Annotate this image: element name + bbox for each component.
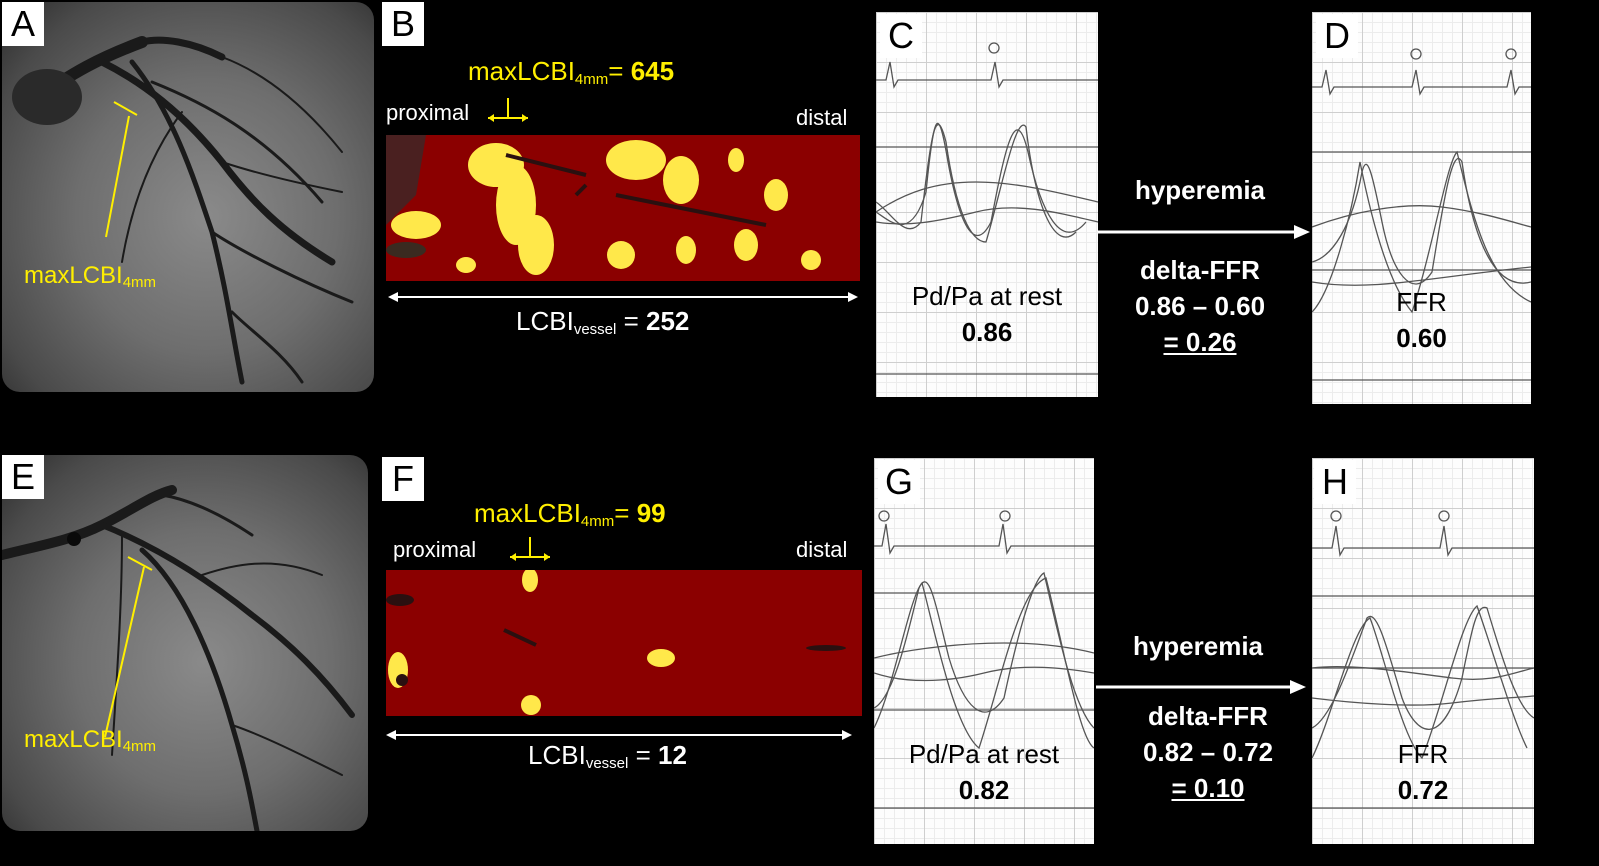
lcbi-vessel-f: LCBIvessel = 12 bbox=[528, 740, 687, 772]
delta-ffr-result: = 0.26 bbox=[1163, 327, 1237, 357]
hyperemia-label-bottom: hyperemia bbox=[1132, 631, 1264, 661]
max-marker-f bbox=[510, 537, 550, 561]
vessel-length-arrow-f bbox=[386, 730, 852, 740]
heatmap-title-main: maxLCBI bbox=[468, 56, 575, 86]
delta-ffr-bottom: delta-FFR 0.82 – 0.72 = 0.10 bbox=[1108, 698, 1308, 806]
pressure-trace-h: FFR 0.72 bbox=[1312, 458, 1534, 844]
angio-label-e: maxLCBI4mm bbox=[24, 726, 156, 755]
hyperemia-label-top: hyperemia bbox=[1134, 175, 1266, 205]
ffr-label-h: FFR bbox=[1397, 739, 1449, 769]
proximal-label-f: proximal bbox=[393, 537, 477, 562]
panel-letter-a: A bbox=[2, 2, 44, 46]
coronary-vessels-a bbox=[12, 36, 354, 385]
heatmap-title-f: maxLCBI4mm= 99 bbox=[474, 498, 666, 530]
heatmap-title-value: 645 bbox=[630, 56, 675, 86]
heatmap-title-main: maxLCBI bbox=[474, 498, 581, 528]
ffr-value-h: 0.72 bbox=[1397, 775, 1449, 805]
pressure-waves-c bbox=[876, 42, 1098, 375]
panel-letter-f: F bbox=[382, 457, 424, 501]
delta-ffr-result: = 0.10 bbox=[1171, 773, 1245, 803]
angio-label-sub: 4mm bbox=[122, 274, 157, 291]
panel-letter-c: C bbox=[880, 14, 922, 58]
rest-label-c: Pd/Pa at rest bbox=[911, 281, 1063, 311]
distal-label-f: distal bbox=[796, 537, 848, 562]
angiogram-panel-a bbox=[2, 2, 374, 392]
pressure-waves-g bbox=[874, 510, 1094, 809]
lcbi-eq: = bbox=[628, 740, 658, 770]
lcbi-main: LCBI bbox=[528, 740, 586, 770]
angio-label-sub: 4mm bbox=[122, 738, 157, 755]
distal-label-b: distal bbox=[796, 105, 848, 130]
heatmap-title-sub: 4mm bbox=[580, 513, 615, 530]
panel-letter-d: D bbox=[1316, 14, 1358, 58]
delta-ffr-title: delta-FFR bbox=[1148, 701, 1268, 731]
panel-letter-e: E bbox=[2, 455, 44, 499]
pressure-trace-d: FFR 0.60 bbox=[1312, 12, 1531, 404]
panel-letter-b: B bbox=[382, 2, 424, 46]
hyperemia-arrow-bottom bbox=[1096, 680, 1306, 694]
max-marker-b bbox=[488, 98, 528, 122]
delta-ffr-title: delta-FFR bbox=[1140, 255, 1260, 285]
delta-ffr-expr: 0.86 – 0.60 bbox=[1134, 291, 1266, 321]
vessel-length-arrow-b bbox=[388, 292, 858, 302]
rest-value-c: 0.86 bbox=[961, 317, 1013, 347]
heatmap-title-value: 99 bbox=[636, 498, 666, 528]
delta-ffr-expr: 0.82 – 0.72 bbox=[1142, 737, 1274, 767]
ffr-label-d: FFR bbox=[1396, 287, 1447, 317]
angiogram-panel-e bbox=[2, 455, 368, 831]
proximal-label-b: proximal bbox=[386, 100, 470, 125]
angio-label-main: maxLCBI bbox=[24, 262, 123, 289]
angio-label-main: maxLCBI bbox=[24, 726, 123, 753]
coronary-vessels-e bbox=[2, 485, 355, 831]
panel-letter-h: H bbox=[1314, 460, 1356, 504]
ffr-value-d: 0.60 bbox=[1396, 323, 1447, 353]
lcbi-sub: vessel bbox=[573, 321, 617, 338]
pressure-waves-d bbox=[1312, 48, 1531, 381]
pressure-trace-c: Pd/Pa at rest 0.86 bbox=[876, 12, 1098, 397]
lcbi-sub: vessel bbox=[585, 755, 629, 772]
rest-value-g: 0.82 bbox=[958, 775, 1010, 805]
heatmap-title-sub: 4mm bbox=[574, 71, 609, 88]
heatmap-blobs-f bbox=[386, 570, 846, 715]
hyperemia-arrow-top bbox=[1098, 225, 1310, 239]
lcbi-vessel-b: LCBIvessel = 252 bbox=[516, 306, 689, 338]
panel-letter-g: G bbox=[878, 460, 920, 504]
lcbi-value: 12 bbox=[657, 740, 687, 770]
heatmap-title-eq: = bbox=[614, 498, 637, 528]
pressure-waves-h bbox=[1312, 510, 1534, 809]
heatmap-title-b: maxLCBI4mm= 645 bbox=[468, 56, 674, 88]
pressure-trace-g: Pd/Pa at rest 0.82 bbox=[874, 458, 1094, 844]
lcbi-value: 252 bbox=[645, 306, 690, 336]
rest-label-g: Pd/Pa at rest bbox=[908, 739, 1060, 769]
delta-ffr-top: delta-FFR 0.86 – 0.60 = 0.26 bbox=[1100, 252, 1300, 360]
lipid-heatmap-f bbox=[386, 570, 862, 716]
angio-label-a: maxLCBI4mm bbox=[24, 262, 156, 291]
lcbi-main: LCBI bbox=[516, 306, 574, 336]
heatmap-title-eq: = bbox=[608, 56, 631, 86]
lcbi-eq: = bbox=[616, 306, 646, 336]
heatmap-blobs-b bbox=[386, 135, 821, 275]
lipid-heatmap-b bbox=[386, 135, 860, 281]
